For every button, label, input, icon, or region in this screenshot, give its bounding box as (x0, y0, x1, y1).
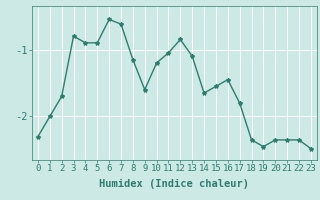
X-axis label: Humidex (Indice chaleur): Humidex (Indice chaleur) (100, 179, 249, 189)
